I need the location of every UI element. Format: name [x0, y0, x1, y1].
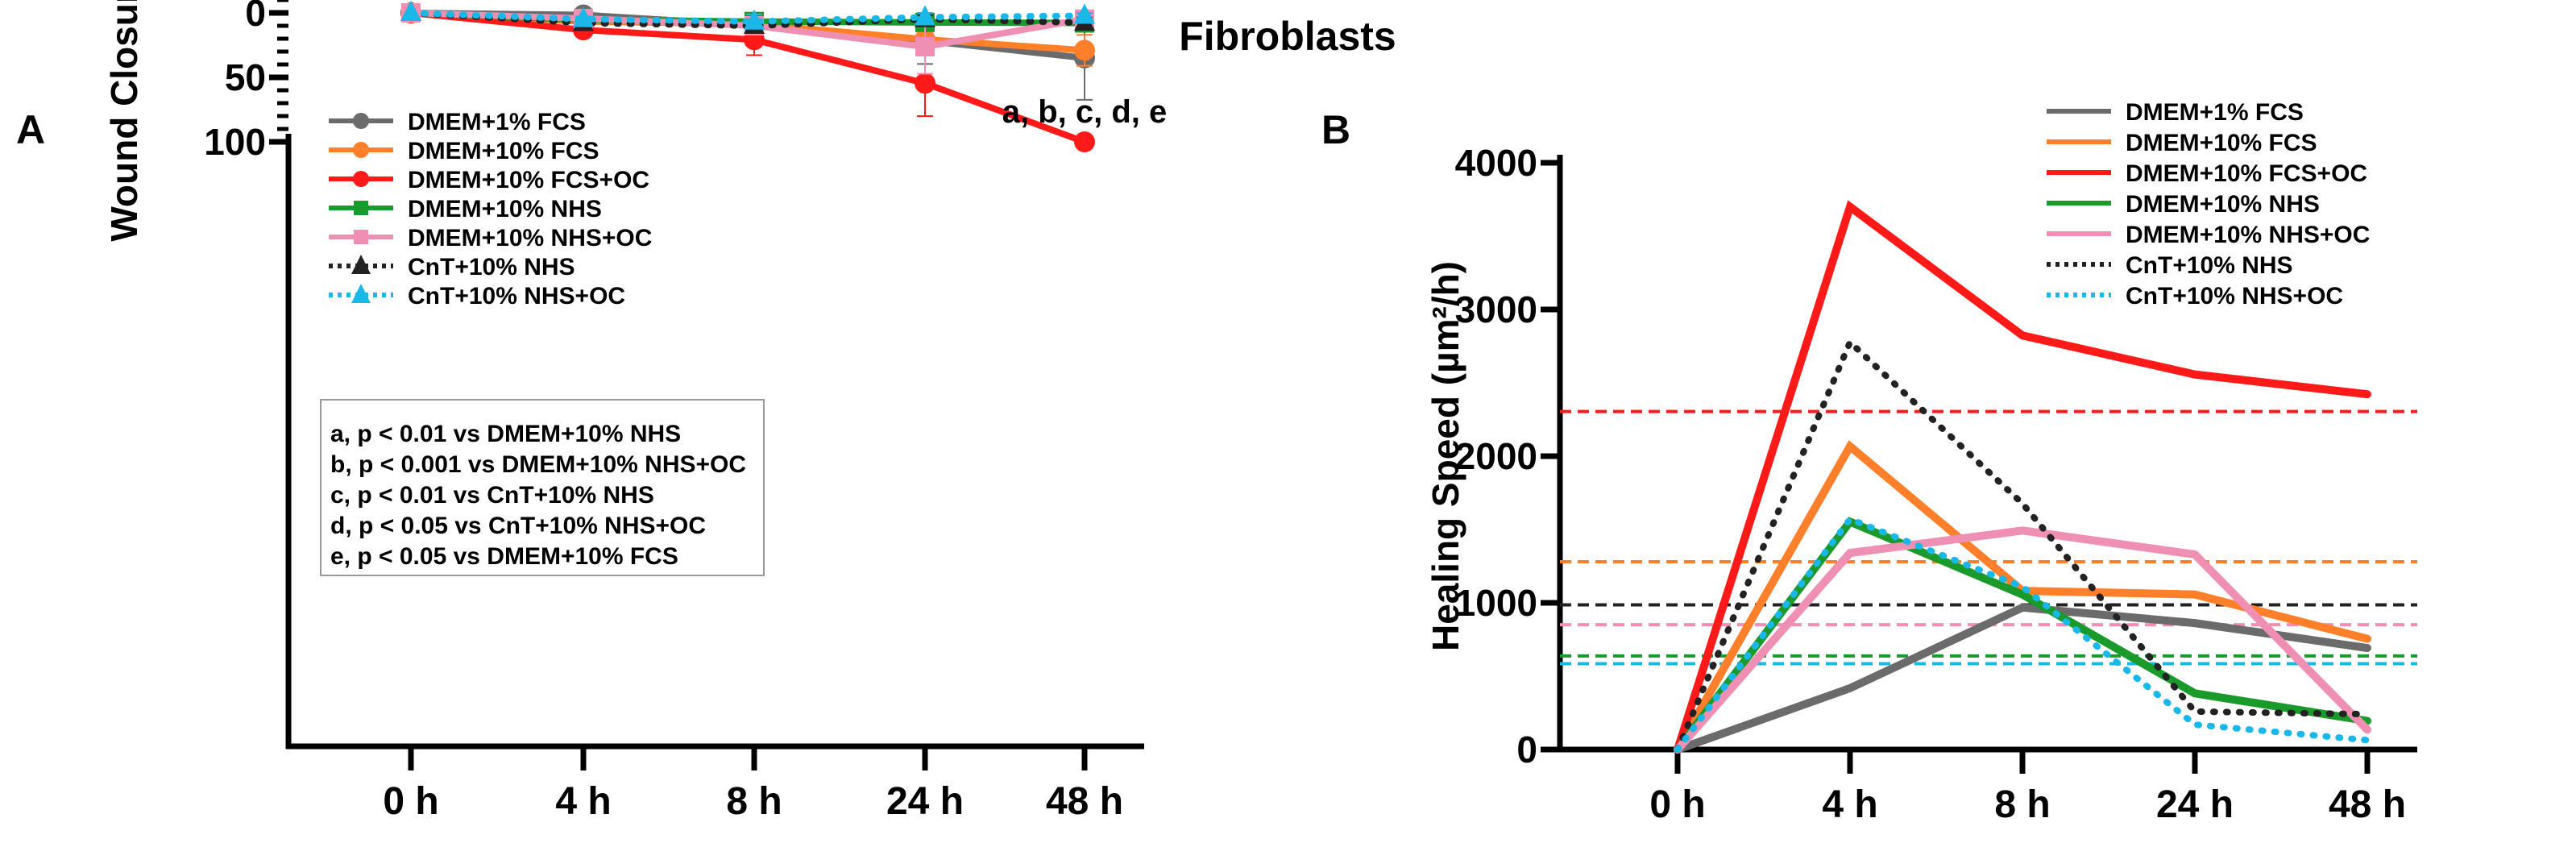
y-tick-label: 50 — [225, 56, 266, 98]
legend-label: DMEM+10% FCS — [2126, 130, 2317, 156]
legend-marker — [354, 201, 368, 215]
y-tick-label: 0 — [1516, 729, 1537, 770]
y-axis-label: Wound Closure (%) — [103, 0, 145, 242]
stats-line: e, p < 0.05 vs DMEM+10% FCS — [330, 543, 678, 570]
panel-a-wound-closure: 0 50 100 0 h 4 h 8 h 24 h 48 h Wound Closure (%)… — [103, 0, 1167, 823]
y-tick-label: 2000 — [1455, 435, 1537, 477]
data-point — [915, 73, 935, 94]
x-tick-label: 24 h — [2156, 783, 2234, 826]
x-tick-label: 8 h — [726, 780, 782, 823]
x-tick-label: 4 h — [1822, 783, 1877, 826]
series-dmem-10-nhs-oc — [1674, 526, 2371, 754]
data-point — [1074, 39, 1095, 61]
series-line — [408, 10, 1088, 25]
legend-label: DMEM+10% FCS — [408, 138, 599, 164]
legend-label: CnT+10% NHS+OC — [408, 283, 625, 309]
series-cnt-10-nhs-oc — [1674, 515, 2371, 753]
legend-label: DMEM+10% NHS+OC — [2126, 222, 2370, 248]
stats-line: a, p < 0.01 vs DMEM+10% NHS — [330, 421, 681, 447]
series-line — [1674, 526, 2371, 754]
legend-marker — [354, 230, 368, 244]
legend-label: CnT+10% NHS+OC — [2126, 283, 2343, 309]
data-point — [1074, 131, 1095, 152]
data-point — [915, 36, 935, 56]
panel-label-b: B — [1321, 107, 1350, 152]
stats-line: c, p < 0.01 vs CnT+10% NHS — [330, 482, 654, 509]
x-tick-label: 0 h — [1649, 783, 1705, 826]
panel-label-a: A — [16, 107, 45, 152]
series-line — [1674, 200, 2371, 754]
data-point — [400, 1, 421, 21]
legend-marker — [353, 142, 369, 158]
x-tick-label: 24 h — [886, 780, 964, 823]
series-cnt-10-nhs — [1674, 336, 2371, 753]
series-line — [1674, 603, 2371, 754]
series-line — [1674, 336, 2371, 753]
x-tick-label: 48 h — [1046, 780, 1123, 823]
data-point — [1074, 3, 1095, 24]
legend-label: DMEM+1% FCS — [2126, 99, 2304, 126]
y-axis-label: Healing Speed (µm²/h) — [1425, 261, 1466, 651]
x-tick-label: 0 h — [383, 780, 438, 823]
data-point — [573, 6, 594, 27]
stats-line: b, p < 0.001 vs DMEM+10% NHS+OC — [330, 451, 746, 478]
series-cnt-10-nhs-oc — [400, 1, 1095, 30]
x-tick-label: 48 h — [2329, 783, 2406, 826]
series-dmem-10-fcs-oc — [1674, 200, 2371, 754]
legend-label: DMEM+10% FCS+OC — [408, 167, 649, 193]
stats-line: d, p < 0.05 vs CnT+10% NHS+OC — [330, 513, 706, 539]
panel-b-healing-speed: 0 1000 2000 3000 4000 0 h 4 h 8 h 24 h 48 h Healin… — [1425, 99, 2417, 826]
data-point — [744, 9, 765, 30]
series-dmem-1-fcs — [1674, 603, 2371, 754]
y-tick-label: 4000 — [1455, 142, 1537, 184]
legend-marker — [351, 255, 371, 274]
legend-label: DMEM+10% NHS — [408, 196, 602, 222]
legend-marker — [353, 171, 369, 187]
x-tick-label: 4 h — [555, 780, 611, 823]
legend-marker — [353, 113, 369, 129]
x-tick-label: 8 h — [1994, 783, 2050, 826]
legend-label: CnT+10% NHS — [2126, 252, 2293, 279]
legend-label: CnT+10% NHS — [408, 254, 575, 280]
y-tick-label: 1000 — [1455, 582, 1537, 624]
series-line — [1674, 515, 2371, 753]
legend-marker — [351, 284, 371, 303]
significance-annotation: a, b, c, d, e — [1002, 94, 1168, 130]
y-tick-label: 3000 — [1455, 289, 1537, 330]
y-tick-label: 0 — [245, 0, 266, 34]
y-tick-label: 100 — [204, 121, 266, 163]
legend-label: DMEM+10% NHS — [2126, 191, 2320, 218]
legend-label: DMEM+10% NHS+OC — [408, 225, 652, 251]
legend-label: DMEM+1% FCS — [408, 109, 586, 135]
stats-box — [320, 399, 765, 576]
legend-label: DMEM+10% FCS+OC — [2126, 160, 2367, 187]
figure-title: Fibroblasts — [1179, 14, 1396, 59]
data-point — [915, 5, 935, 26]
